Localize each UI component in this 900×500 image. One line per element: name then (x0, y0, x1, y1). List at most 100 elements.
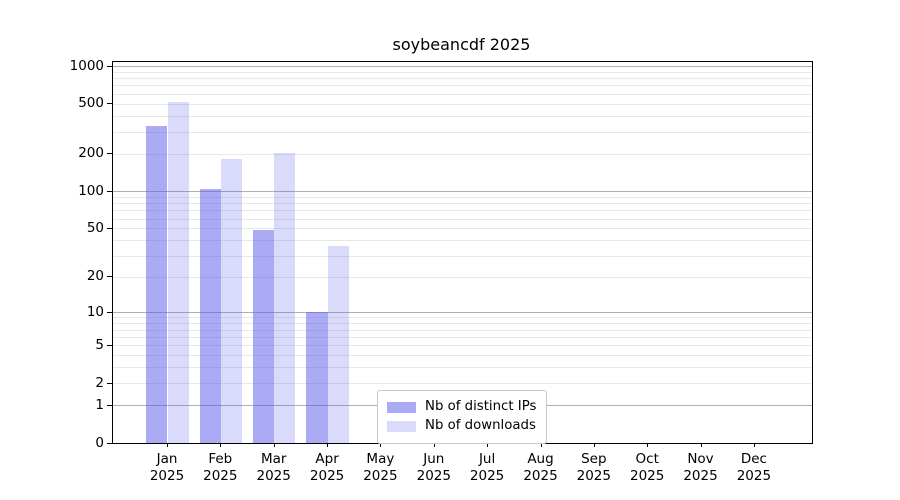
major-gridline (113, 191, 812, 193)
y-tick-label: 500 (78, 95, 104, 112)
minor-gridline (113, 153, 812, 155)
month-label: Sep (581, 451, 607, 467)
x-tick-label-apr: Apr 2025 (295, 451, 359, 485)
minor-gridline (113, 71, 812, 73)
minor-gridline (113, 203, 812, 205)
bar-downloads-feb (220, 158, 243, 443)
minor-gridline (113, 93, 812, 95)
y-tick-mark (107, 103, 112, 105)
year-label: 2025 (630, 468, 665, 484)
minor-gridline (113, 329, 812, 331)
minor-gridline (113, 85, 812, 87)
x-tick-mark (700, 443, 702, 447)
x-tick-mark (167, 443, 168, 447)
year-label: 2025 (469, 468, 505, 484)
y-tick-mark (107, 382, 112, 384)
y-tick-label: 1 (95, 396, 104, 413)
x-tick-label-sep: Sep 2025 (562, 451, 626, 485)
minor-gridline (113, 383, 812, 384)
y-tick-label: 5 (95, 336, 104, 353)
year-label: 2025 (576, 468, 611, 484)
minor-gridline (113, 336, 812, 338)
bar-distinct-ips-jan (146, 126, 168, 443)
x-tick-mark (273, 443, 275, 447)
distinct-ips-swatch (387, 401, 416, 413)
month-label: Dec (740, 451, 767, 467)
year-label: 2025 (363, 468, 398, 484)
plot-area (112, 61, 813, 444)
y-tick-mark (107, 227, 112, 229)
y-tick-label: 2 (95, 374, 104, 391)
year-label: 2025 (523, 468, 558, 484)
month-label: Nov (687, 451, 714, 467)
minor-gridline (113, 228, 812, 230)
y-tick-mark (107, 190, 112, 192)
month-label: Feb (208, 451, 233, 467)
minor-gridline (113, 115, 812, 117)
y-tick-mark (107, 311, 112, 313)
x-tick-label-may: May 2025 (348, 451, 412, 485)
legend-entry-downloads: Nb of downloads (387, 418, 536, 434)
legend-entry-distinct-ips: Nb of distinct IPs (387, 399, 536, 415)
minor-gridline (113, 218, 812, 220)
year-label: 2025 (149, 468, 185, 484)
x-tick-mark (540, 443, 542, 447)
minor-gridline (113, 210, 812, 212)
month-label: Jul (478, 451, 496, 467)
y-tick-mark (107, 404, 112, 406)
x-tick-label-nov: Nov 2025 (669, 451, 733, 485)
year-label: 2025 (416, 468, 451, 484)
month-label: Oct (635, 451, 659, 467)
minor-gridline (113, 240, 812, 242)
x-tick-mark (327, 443, 329, 447)
y-tick-label: 10 (86, 303, 104, 320)
x-tick-label-feb: Feb 2025 (188, 451, 252, 485)
y-tick-label: 200 (78, 145, 104, 162)
minor-gridline (113, 103, 812, 105)
minor-gridline (113, 131, 812, 133)
month-label: May (366, 451, 395, 467)
bar-distinct-ips-mar (252, 229, 275, 443)
bar-distinct-ips-apr (306, 312, 328, 443)
x-tick-label-jul: Jul 2025 (455, 451, 519, 485)
bar-downloads-jan (167, 101, 189, 443)
minor-gridline (113, 276, 812, 278)
chart-title: soybeancdf 2025 (392, 35, 531, 54)
x-tick-label-dec: Dec 2025 (722, 451, 786, 485)
legend-label-downloads: Nb of downloads (425, 418, 536, 433)
y-tick-mark (107, 344, 112, 346)
year-label: 2025 (256, 468, 291, 484)
y-tick-mark (107, 153, 112, 155)
y-tick-mark (107, 65, 112, 67)
month-label: Aug (527, 451, 554, 467)
x-tick-mark (433, 443, 435, 447)
month-label: Apr (315, 451, 339, 467)
y-tick-label: 20 (86, 268, 104, 285)
month-label: Jun (423, 451, 445, 467)
year-label: 2025 (683, 468, 718, 484)
legend-label-distinct-ips: Nb of distinct IPs (425, 399, 537, 414)
downloads-swatch (387, 420, 416, 432)
minor-gridline (113, 345, 812, 347)
x-tick-mark (753, 443, 755, 447)
bar-downloads-mar (274, 152, 296, 443)
x-tick-mark (487, 443, 489, 447)
x-tick-mark (380, 443, 382, 447)
bar-downloads-apr (327, 246, 349, 443)
major-gridline (113, 66, 812, 67)
minor-gridline (113, 317, 812, 319)
minor-gridline (113, 355, 812, 357)
x-tick-label-jan: Jan 2025 (135, 451, 199, 485)
minor-gridline (113, 323, 812, 325)
y-tick-mark (107, 276, 112, 278)
month-label: Jan (156, 451, 178, 467)
y-tick-label: 1000 (69, 57, 104, 74)
y-tick-mark (107, 442, 112, 444)
y-tick-label: 50 (86, 219, 104, 236)
minor-gridline (113, 196, 812, 198)
year-label: 2025 (203, 468, 238, 484)
bar-distinct-ips-feb (199, 188, 221, 443)
x-tick-mark (220, 443, 222, 447)
y-tick-label: 100 (78, 182, 104, 199)
